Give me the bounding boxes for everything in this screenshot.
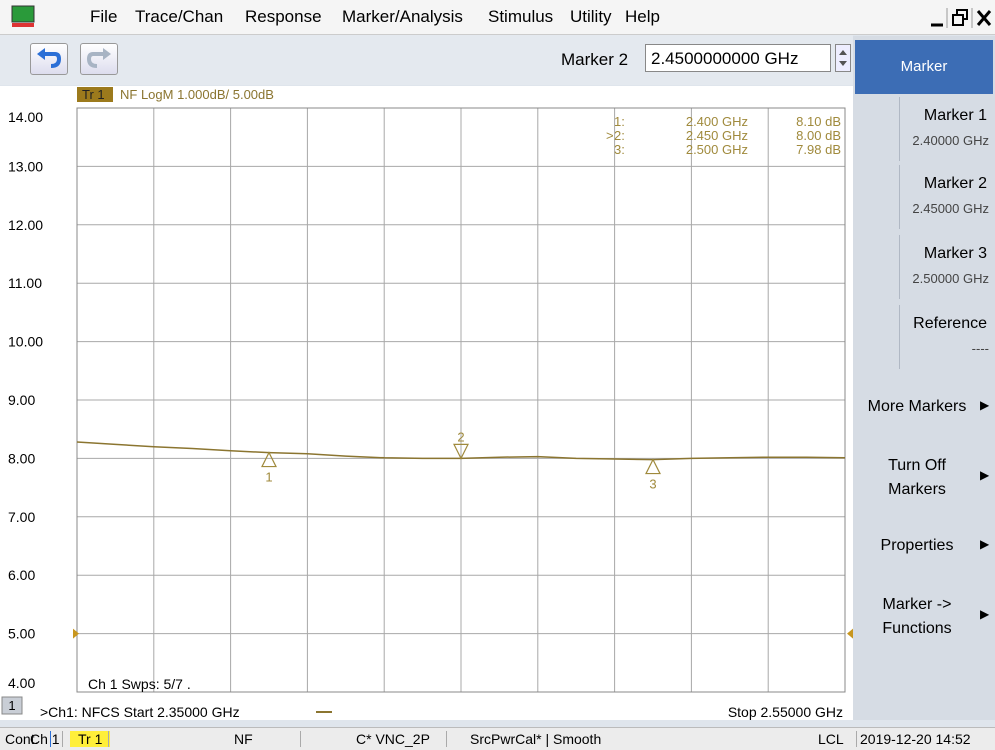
menu-item[interactable]: Response — [245, 7, 322, 26]
marker-label: 3 — [649, 477, 656, 492]
marker-label: 2 — [457, 429, 464, 444]
softkey-title: More Markers — [867, 398, 967, 415]
menu-item[interactable]: File — [90, 7, 118, 26]
softkey-subtitle: ---- — [971, 341, 989, 356]
channel-box — [1, 696, 23, 715]
menu-item[interactable]: Stimulus — [488, 7, 554, 26]
softkey-subtitle: 2.40000 GHz — [912, 133, 989, 148]
status-item: 2019-12-20 14:52 — [860, 731, 971, 747]
reference-marker — [847, 628, 853, 639]
menu-item[interactable]: Trace/Chan — [135, 7, 224, 26]
menu-item[interactable]: Help — [625, 7, 660, 26]
start-label: >Ch1: NFCS Start 2.35000 GHz — [40, 704, 240, 720]
redo-button[interactable] — [80, 43, 118, 75]
status-item: LCL — [818, 731, 844, 747]
marker-label: Marker 2 — [561, 50, 629, 69]
marker-triangle — [453, 443, 469, 460]
softkey-title: Reference — [913, 315, 987, 332]
plot-border — [76, 107, 846, 693]
marker-table-freq: 2.450 GHz — [686, 128, 748, 143]
y-tick-label: 8.00 — [8, 450, 35, 466]
y-tick-label: 12.00 — [8, 217, 43, 233]
status-item: Cont. — [5, 731, 39, 747]
marker-triangle — [645, 458, 661, 475]
spinner[interactable] — [835, 44, 851, 72]
y-tick-label: 10.00 — [8, 334, 43, 350]
softkey-divider — [899, 235, 900, 299]
marker-triangle — [261, 451, 277, 468]
marker-table-label: 1: — [614, 114, 625, 129]
status-bar: Cont. Ch 1 Tr 1 NF C* VNC_2P SrcPwrCal* | Smo… — [0, 727, 995, 750]
marker-table-freq: 2.500 GHz — [686, 142, 748, 157]
softkey-title: Marker 1 — [923, 107, 987, 124]
status-item: NF — [234, 731, 253, 747]
softkey-title: Marker -> — [882, 596, 952, 613]
softkey-title: Marker 3 — [923, 245, 987, 262]
status-divider — [50, 731, 51, 747]
status-item: Ch 1 — [30, 731, 60, 747]
softkey-title: Properties — [880, 537, 954, 554]
channel-info: Ch 1 Swps: 5/7 . — [88, 676, 191, 692]
stop-label: Stop 2.55000 GHz — [728, 704, 843, 720]
undo-button[interactable] — [30, 43, 68, 75]
trace-name: Tr 1 — [82, 87, 105, 102]
marker-table-label: 2: — [614, 128, 625, 143]
y-tick-label: 9.00 — [8, 392, 35, 408]
status-divider — [108, 731, 109, 747]
toolbar: Marker 2 2.4500000000 GHz — [0, 35, 853, 85]
status-divider — [446, 731, 447, 747]
softkey-arrow: ▶ — [980, 468, 990, 482]
softkey-arrow: ▶ — [980, 607, 990, 621]
y-tick-label: 5.00 — [8, 626, 35, 642]
marker-table-value: 8.00 dB — [796, 128, 841, 143]
softkey-subtitle: 2.50000 GHz — [912, 271, 989, 286]
marker-table-value: 7.98 dB — [796, 142, 841, 157]
y-tick-label: 11.00 — [8, 275, 42, 291]
trace-format: NF LogM 1.000dB/ 5.00dB — [120, 87, 274, 102]
softkey-title: Marker 2 — [923, 175, 987, 192]
softkey-subtitle: Functions — [882, 620, 952, 637]
app-icon — [11, 5, 35, 27]
menu-item[interactable]: Marker/Analysis — [342, 7, 463, 26]
softkey-title: Turn Off — [888, 457, 946, 474]
trace-tag — [77, 87, 113, 102]
y-tick-label: 7.00 — [8, 509, 35, 525]
reference-marker — [73, 628, 79, 639]
softkey-divider — [899, 97, 900, 161]
y-tick-label: 14.00 — [8, 109, 43, 125]
softkey-divider — [899, 165, 900, 229]
chart-window: Tr 1 NF LogM 1.000dB/ 5.00dB 14.00 13.00 12.… — [0, 86, 853, 720]
softkey-divider — [899, 305, 900, 369]
status-item: C* VNC_2P — [356, 731, 430, 747]
marker-input[interactable]: 2.4500000000 GHz — [645, 44, 831, 72]
status-item: Tr 1 — [70, 731, 111, 747]
close[interactable] — [976, 10, 992, 26]
marker-table-value: 8.10 dB — [796, 114, 841, 129]
status-divider — [856, 731, 857, 747]
menu-item[interactable]: Utility — [570, 7, 612, 26]
marker-label: 1 — [265, 470, 272, 485]
softkey-arrow: ▶ — [980, 398, 990, 412]
status-divider — [62, 731, 63, 747]
y-tick-label: 13.00 — [8, 158, 43, 174]
marker-table-label: 3: — [614, 142, 625, 157]
softkey-panel: Marker Marker 1 2.40000 GHz Marker 2 2.4500… — [853, 36, 995, 720]
softkey-subtitle: Markers — [888, 481, 946, 498]
menu-bar: File Trace/Chan Response Marker/Analysis… — [0, 0, 995, 35]
softkey-arrow: ▶ — [980, 537, 990, 551]
softkey-subtitle: 2.45000 GHz — [912, 201, 989, 216]
softkey-header: Marker — [855, 40, 993, 94]
status-item: SrcPwrCal* | Smooth — [470, 731, 602, 747]
y-tick-label: 4.00 — [8, 675, 35, 691]
y-tick-label: 6.00 — [8, 567, 35, 583]
active-marker-symbol: > — [606, 128, 614, 143]
restore[interactable] — [952, 9, 968, 26]
window-controls — [931, 8, 992, 28]
status-divider — [300, 731, 301, 747]
chart: Tr 1 NF LogM 1.000dB/ 5.00dB14.0013.0012.… — [1, 87, 853, 720]
channel-number: 1 — [8, 698, 15, 713]
marker-table-freq: 2.400 GHz — [686, 114, 748, 129]
